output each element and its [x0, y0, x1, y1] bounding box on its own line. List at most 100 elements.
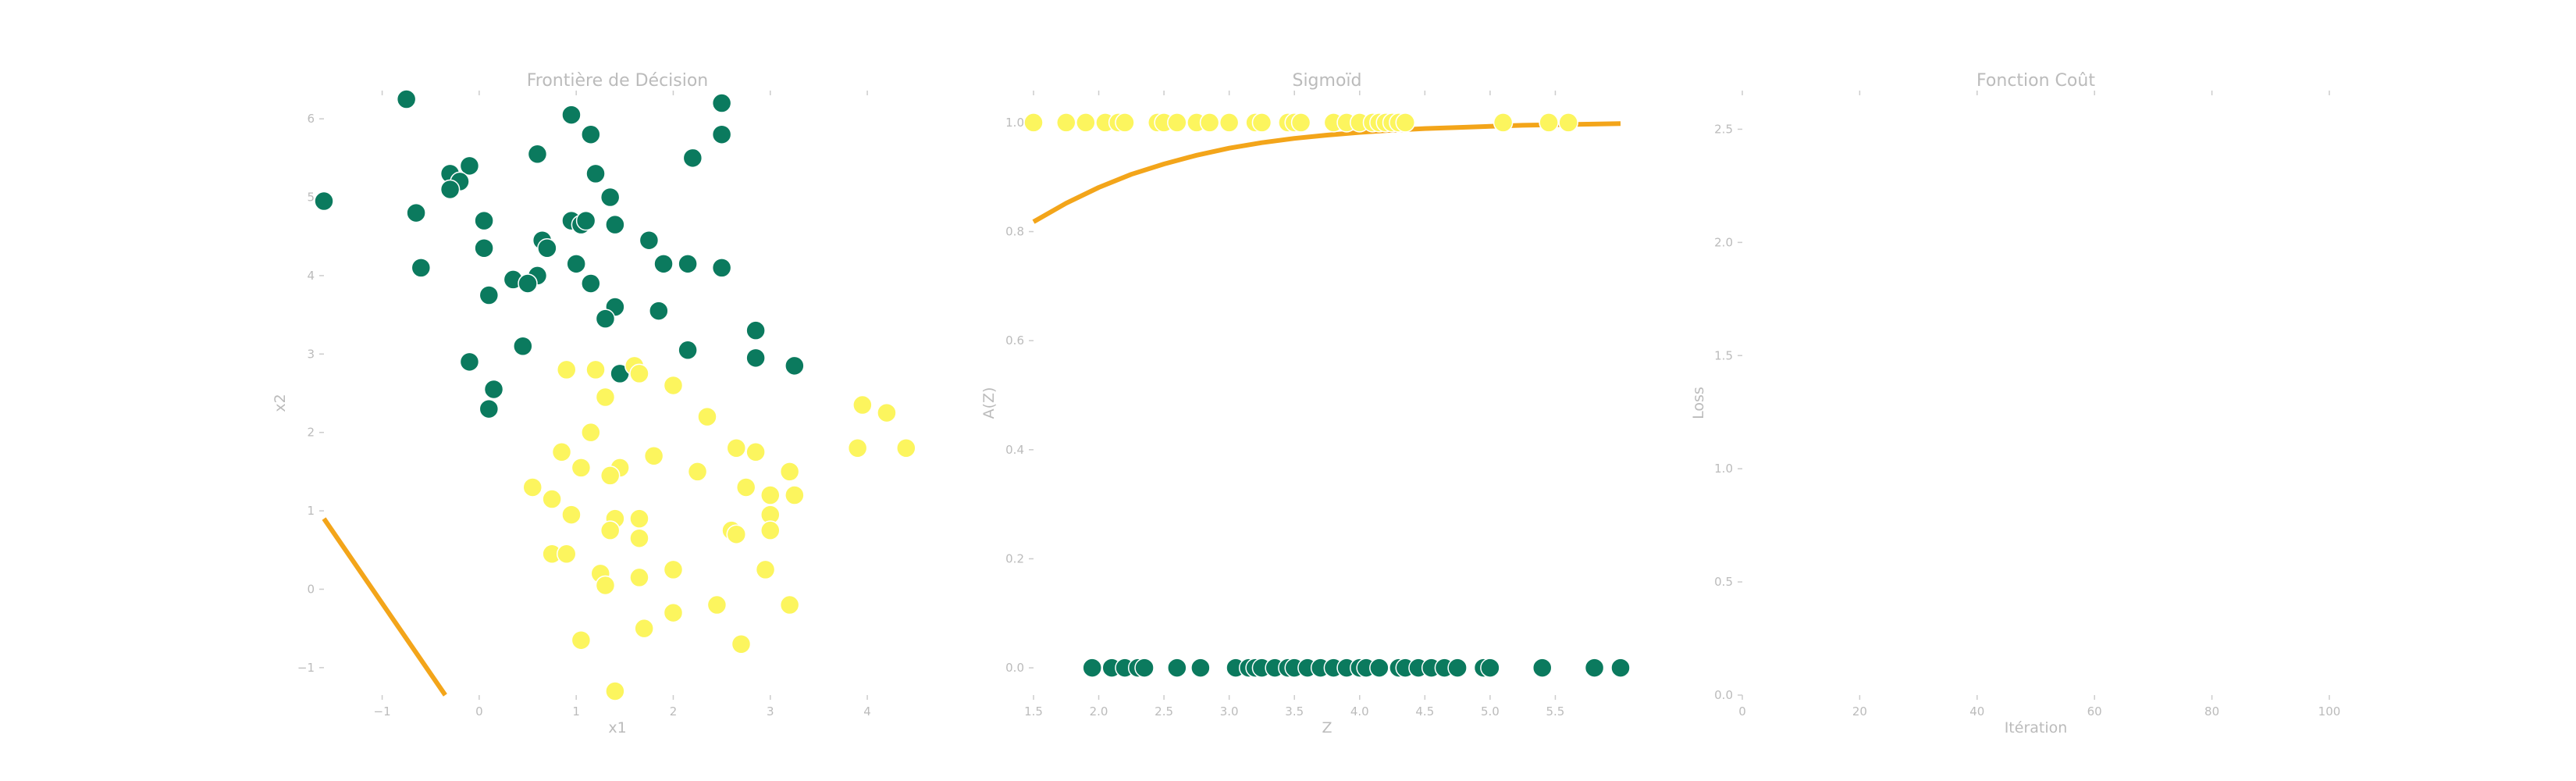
decision-boundary-marks [314, 89, 916, 701]
decision-boundary-ytick-label: 5 [307, 191, 315, 205]
decision-boundary-point-class1 [585, 359, 606, 380]
decision-boundary-point-class0 [605, 214, 625, 235]
decision-boundary-point-class1 [726, 524, 747, 544]
sigmoid-point-class0 [1480, 658, 1500, 678]
sigmoid-point-class1 [1251, 112, 1272, 133]
decision-boundary-point-class1 [663, 602, 684, 623]
decision-boundary-ticks: −1 0 1 2 3 4 −1 0 1 2 3 4 5 6 [297, 91, 871, 719]
decision-boundary-point-class1 [726, 438, 747, 458]
decision-boundary-point-class1 [847, 438, 868, 458]
decision-boundary-xlabel: x1 [608, 719, 626, 736]
decision-boundary-point-class0 [566, 254, 586, 274]
decision-boundary-point-class1 [551, 442, 572, 462]
sigmoid-point-class0 [1369, 658, 1389, 678]
decision-boundary-point-class0 [711, 93, 732, 113]
sigmoid-xlabel: Z [1322, 719, 1332, 736]
sigmoid-point-class1 [1023, 112, 1044, 133]
decision-boundary-point-class1 [760, 485, 781, 505]
decision-boundary-point-class0 [711, 258, 732, 278]
decision-boundary-point-class1 [542, 489, 562, 509]
sigmoid-point-class1 [1219, 112, 1240, 133]
decision-boundary-point-class0 [537, 238, 557, 259]
decision-boundary-point-class1 [779, 462, 800, 482]
sigmoid-panel: Sigmoïd Z A(Z) 1.5 2.0 2.5 3.0 3.5 4.0 4.5 5.0 5… [980, 71, 1631, 736]
sigmoid-ytick-label: 0.2 [1005, 551, 1024, 565]
decision-boundary-point-class0 [581, 124, 601, 144]
decision-boundary-point-class0 [649, 301, 669, 321]
decision-boundary-point-class0 [653, 254, 674, 274]
decision-boundary-point-class1 [571, 629, 592, 651]
decision-boundary-point-class1 [629, 508, 649, 529]
cost-function-xtick-label: 60 [2087, 704, 2102, 719]
sigmoid-xtick-label: 4.0 [1350, 704, 1369, 719]
decision-boundary-point-class1 [595, 575, 616, 596]
sigmoid-point-class1 [1558, 112, 1578, 133]
decision-boundary-xtick-label: −1 [374, 704, 391, 719]
decision-boundary-point-class1 [605, 681, 625, 701]
decision-boundary-point-class0 [575, 210, 596, 231]
decision-boundary-ytick-label: 4 [307, 269, 315, 283]
decision-boundary-xtick-label: 4 [863, 704, 871, 719]
decision-boundary-point-class0 [474, 210, 494, 231]
sigmoid-point-class1 [1056, 112, 1076, 133]
decision-boundary-point-class1 [643, 446, 664, 466]
cost-function-ytick-label: 1.0 [1714, 462, 1733, 476]
decision-boundary-point-class0 [682, 148, 703, 169]
decision-boundary-point-class0 [600, 187, 621, 208]
sigmoid-xtick-label: 1.5 [1024, 704, 1043, 719]
decision-boundary-point-class1 [522, 477, 543, 497]
sigmoid-ticks: 1.5 2.0 2.5 3.0 3.5 4.0 4.5 5.0 5.5 0.0 0.2 0.4 0.6 0… [1005, 91, 1564, 719]
decision-boundary-point-class0 [479, 398, 500, 419]
decision-boundary-point-class1 [735, 477, 756, 497]
sigmoid-title: Sigmoïd [1292, 71, 1361, 91]
sigmoid-xtick-label: 5.5 [1546, 704, 1565, 719]
decision-boundary-point-class1 [600, 520, 621, 540]
sigmoid-point-class1 [1199, 112, 1220, 133]
decision-boundary-point-class1 [561, 505, 582, 525]
decision-boundary-point-class0 [745, 320, 766, 341]
decision-boundary-xtick-label: 3 [767, 704, 774, 719]
decision-boundary-point-class1 [896, 438, 916, 458]
cost-function-panel: Fonction Coût Itération Loss 0 20 40 60 80 10… [1690, 71, 2340, 736]
decision-boundary-point-class1 [663, 559, 684, 580]
cost-function-xlabel: Itération [2005, 719, 2068, 736]
cost-function-ylabel: Loss [1690, 387, 1707, 419]
sigmoid-ytick-label: 0.4 [1005, 443, 1024, 457]
decision-boundary-point-class0 [785, 355, 805, 376]
cost-function-ytick-label: 0.0 [1714, 688, 1733, 702]
cost-function-xtick-label: 80 [2204, 704, 2219, 719]
decision-boundary-ytick-label: 2 [307, 426, 315, 440]
decision-boundary-xtick-label: 2 [670, 704, 678, 719]
sigmoid-point-class1 [1115, 112, 1135, 133]
decision-boundary-xtick-label: 1 [572, 704, 580, 719]
decision-boundary-point-class0 [513, 336, 533, 357]
decision-boundary-ytick-label: 0 [307, 582, 315, 596]
cost-function-ytick-label: 0.5 [1714, 575, 1733, 589]
decision-boundary-point-class0 [396, 89, 417, 109]
decision-boundary-ytick-label: 6 [307, 112, 315, 126]
decision-boundary-point-class1 [595, 387, 616, 408]
cost-function-ytick-label: 1.5 [1714, 348, 1733, 362]
decision-boundary-point-class0 [581, 273, 601, 294]
decision-boundary-point-class1 [600, 465, 621, 486]
decision-boundary-point-class1 [745, 442, 766, 462]
decision-boundary-title: Frontière de Décision [527, 71, 709, 91]
decision-boundary-point-class1 [755, 559, 776, 580]
decision-boundary-point-class1 [556, 359, 577, 380]
decision-boundary-point-class0 [527, 144, 548, 165]
decision-boundary-ytick-label: 1 [307, 504, 315, 518]
decision-boundary-point-class1 [629, 528, 649, 548]
sigmoid-xtick-label: 3.0 [1220, 704, 1239, 719]
sigmoid-ytick-label: 1.0 [1005, 116, 1024, 130]
sigmoid-xtick-label: 2.5 [1155, 704, 1173, 719]
decision-boundary-point-class1 [706, 594, 728, 615]
decision-boundary-point-class1 [852, 394, 873, 415]
sigmoid-point-class0 [1584, 658, 1605, 678]
decision-boundary-ytick-label: −1 [297, 661, 315, 675]
decision-boundary-point-class1 [687, 462, 708, 482]
decision-boundary-point-class0 [459, 155, 480, 177]
sigmoid-point-class0 [1532, 658, 1553, 678]
sigmoid-xtick-label: 2.0 [1090, 704, 1108, 719]
sigmoid-point-class0 [1190, 658, 1211, 678]
cost-function-xtick-label: 20 [1852, 704, 1867, 719]
